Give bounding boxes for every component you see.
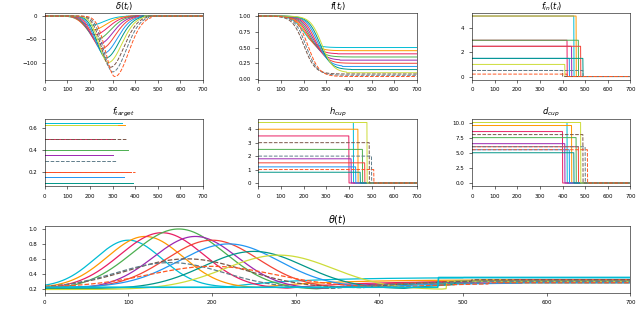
Title: $f_{in}(t_i)$: $f_{in}(t_i)$ bbox=[541, 1, 562, 13]
Title: $h_{cup}$: $h_{cup}$ bbox=[329, 106, 346, 120]
Title: $\theta(t)$: $\theta(t)$ bbox=[328, 213, 347, 226]
Title: $d_{cup}$: $d_{cup}$ bbox=[543, 106, 560, 120]
Title: $f_{target}$: $f_{target}$ bbox=[113, 106, 136, 120]
Title: $f(t_i)$: $f(t_i)$ bbox=[330, 1, 346, 13]
Title: $\delta(t_i)$: $\delta(t_i)$ bbox=[115, 1, 133, 13]
